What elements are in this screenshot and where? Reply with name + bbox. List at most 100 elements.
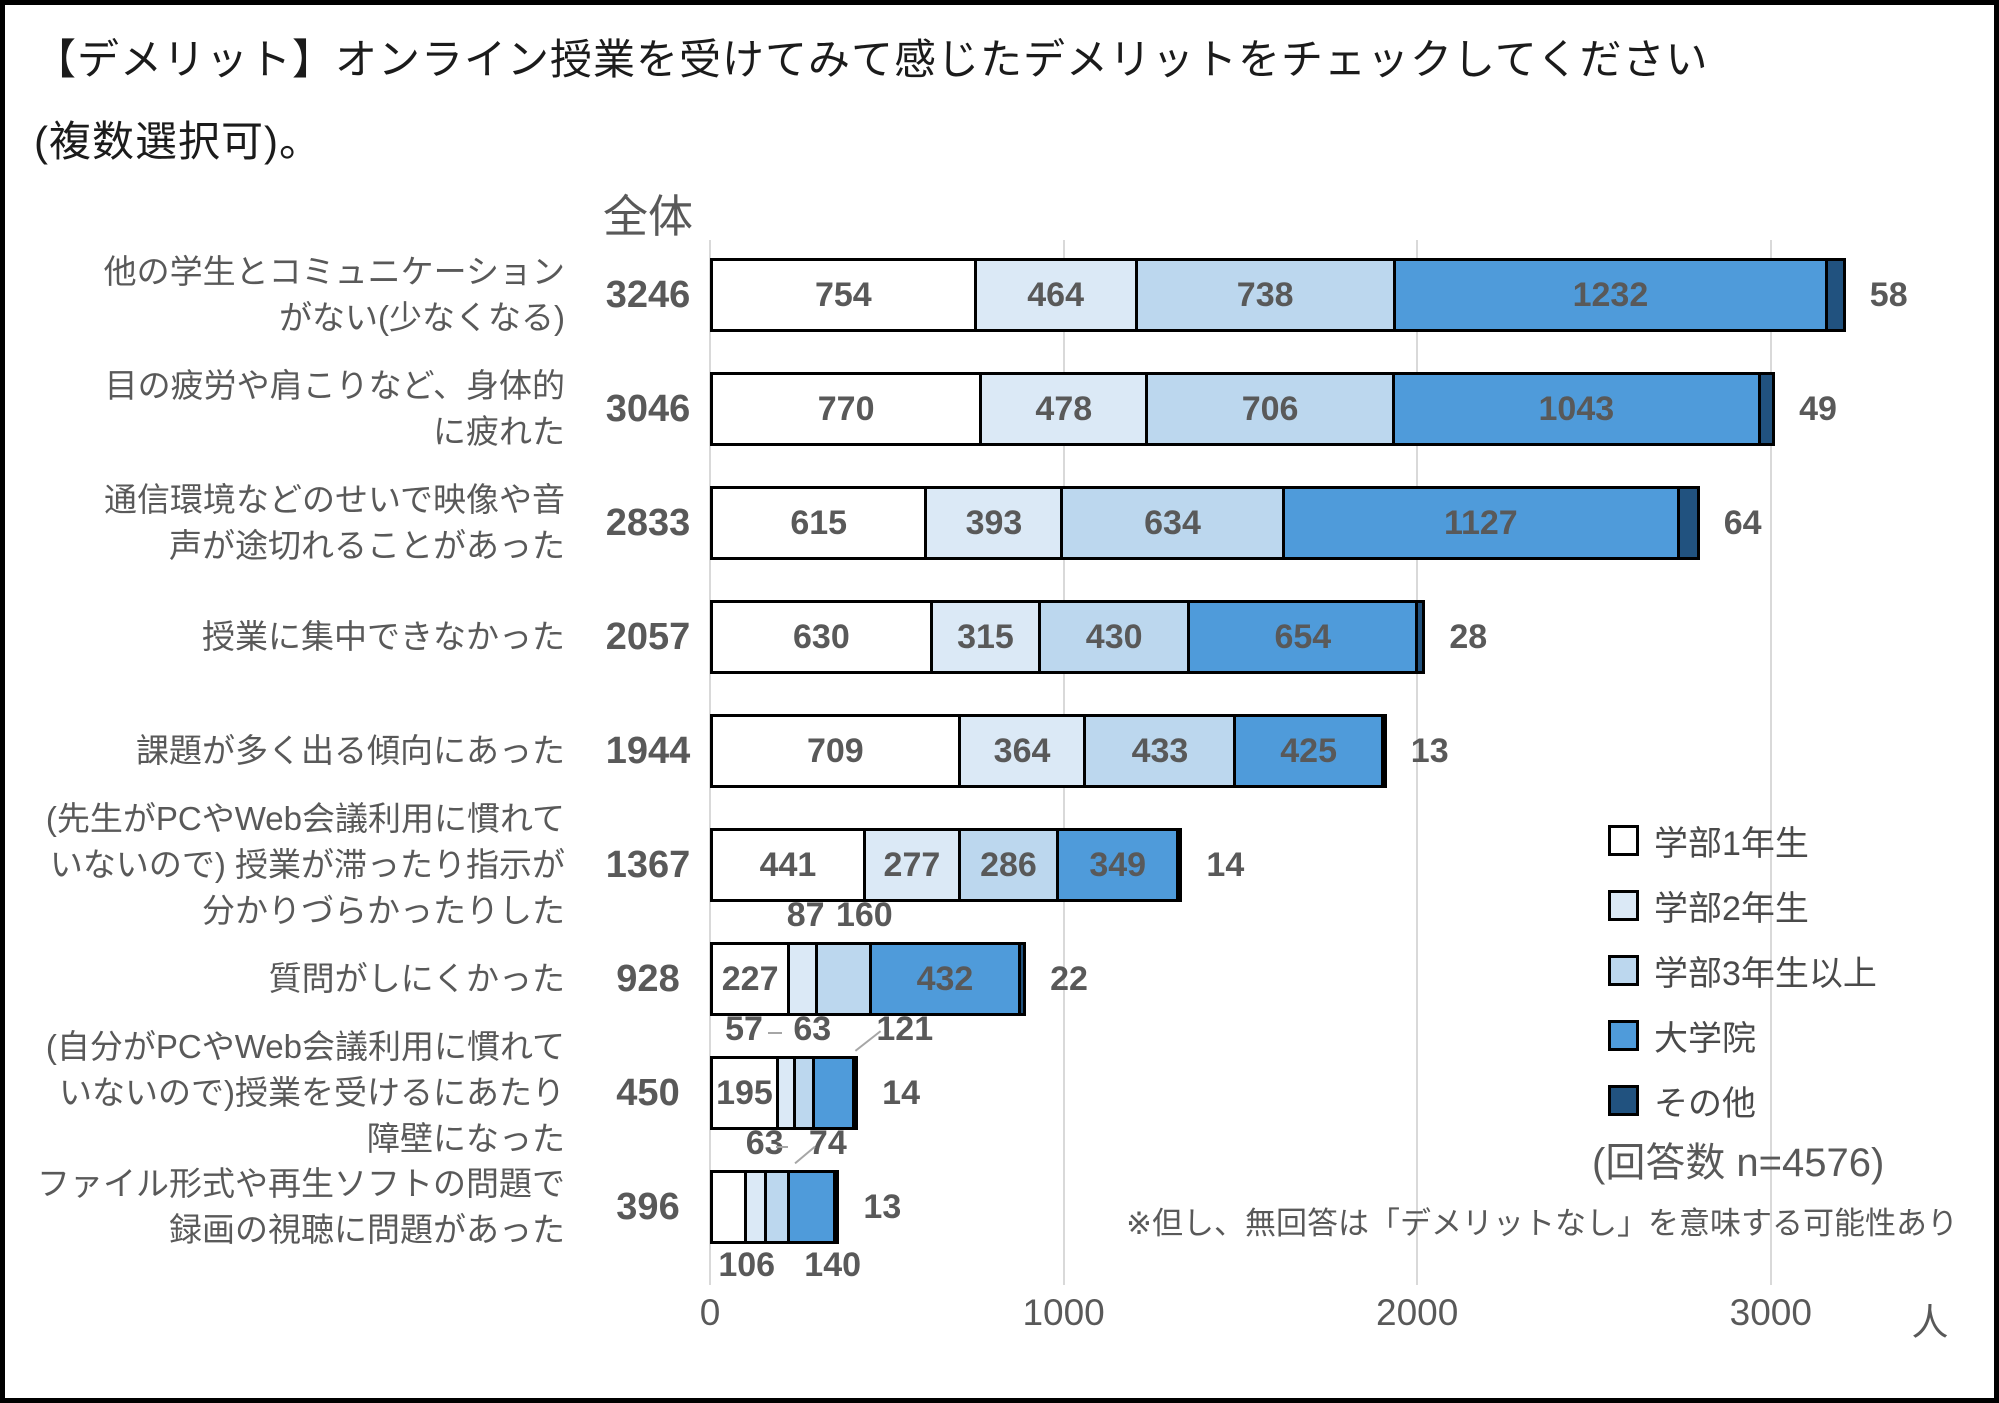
row-total-value: 396 [616,1185,680,1228]
chart-row: 目の疲労や肩こりなど、身体的 に疲れた 3046 770 478 706 1043 49 [0,352,1999,466]
bar-segment-5 [852,1056,859,1130]
segment-value: 227 [721,959,779,998]
bar-segment-5 [833,1170,840,1244]
segment-value: 630 [793,617,850,656]
category-label: (自分がPCやWeb会議利用に慣れて いないので)授業を受けるにあたり 障壁になった [20,1024,565,1162]
bar-segment-5 [1415,600,1426,674]
segment-value-above: 121 [876,1010,934,1048]
bar-segment-3 [815,942,872,1016]
category-label-line: 授業に集中できなかった [202,618,565,655]
category-label: 目の疲労や肩こりなど、身体的 に疲れた [20,363,565,455]
segment-value: 433 [1131,731,1189,770]
bar-segment-4: 425 [1233,714,1384,788]
segment-value: 432 [916,959,974,998]
bar-segment-4: 1232 [1392,258,1829,332]
category-label-line: 課題が多く出る傾向にあった [136,732,565,769]
stacked-bar: 754 464 738 1232 [710,258,1846,332]
category-label: (先生がPCやWeb会議利用に慣れて いないので) 授業が滞ったり指示が 分かりづら… [20,796,565,934]
row-total-value: 2833 [605,501,691,544]
x-axis-tick-label: 3000 [1729,1292,1812,1333]
x-axis-unit-label: 人 [1911,1302,1949,1343]
chart-row: 通信環境などのせいで映像や音 声が途切れることがあった 2833 615 393 634 1… [0,466,1999,580]
segment-value-right: 58 [1869,275,1908,314]
segment-value-right: 22 [1050,959,1088,998]
segment-value: 441 [759,845,817,884]
bar-segment-2: 315 [929,600,1042,674]
category-label: ファイル形式や再生ソフトの問題で 録画の視聴に問題があった [20,1161,565,1253]
stacked-bar: 709 364 433 425 [710,714,1387,788]
row-total-value: 1367 [605,843,691,886]
bar-segment-1: 227 [710,942,791,1016]
bar-segment-3: 738 [1134,258,1396,332]
segment-value: 195 [716,1073,773,1112]
segment-value-above: 63 [745,1124,784,1162]
stacked-bar [710,1170,840,1244]
segment-value: 706 [1241,389,1299,428]
bar-segment-2: 393 [924,486,1064,560]
stacked-bar: 615 393 634 1127 [710,486,1700,560]
total-column-header: 全体 [602,191,693,242]
legend-key-swatch [1608,1019,1639,1051]
bar-segment-1: 754 [710,258,977,332]
legend-item-label: 学部1年生 [1654,824,1809,863]
bar-segment-5 [1176,828,1183,902]
row-total-value: 3046 [605,387,691,430]
bar-segment-2 [787,942,819,1016]
segment-value: 464 [1027,275,1084,314]
legend-key-swatch [1608,954,1639,986]
chart-title: 【デメリット】オンライン授業を受けてみて感じたデメリットをチェックしてください [34,36,1709,83]
segment-value: 1232 [1572,275,1649,314]
segment-value-right: 14 [1206,845,1245,884]
stacked-bar: 227 432 [710,942,1027,1016]
legend-key-swatch [1608,824,1639,856]
category-label-line: いないので)授業を受けるにあたり [59,1074,565,1111]
segment-value-right: 28 [1449,617,1488,656]
category-label: 課題が多く出る傾向にあった [20,728,565,774]
segment-value: 277 [883,845,941,884]
bar-segment-2: 464 [973,258,1138,332]
segment-value-right: 13 [863,1187,902,1226]
bar-segment-2: 478 [979,372,1149,446]
chart-row: ファイル形式や再生ソフトの問題で 録画の視聴に問題があった 396 106 63 74 14… [0,1124,1999,1284]
segment-value: 430 [1085,617,1143,656]
category-label: 他の学生とコミュニケーション がない(少なくなる) [20,249,565,341]
category-label: 通信環境などのせいで映像や音 声が途切れることがあった [20,477,565,569]
segment-value-right: 64 [1723,503,1762,542]
legend-key-swatch [1608,889,1639,921]
label-leader-line [768,1032,782,1034]
legend-item: 学部1年生 [1608,818,1809,863]
segment-value-right: 49 [1799,389,1837,428]
stacked-bar: 770 478 706 1043 [710,372,1776,446]
chart-row: 授業に集中できなかった 2057 630 315 430 654 28 [0,580,1999,694]
segment-value: 349 [1089,845,1147,884]
legend-item-label: 学部2年生 [1654,889,1809,928]
chart-row: (先生がPCやWeb会議利用に慣れて いないので) 授業が滞ったり指示が 分かりづら… [0,800,1999,929]
x-axis-tick-label: 0 [699,1292,721,1333]
segment-value: 286 [980,845,1037,884]
bar-segment-1: 630 [710,600,933,674]
gridline [1769,240,1772,1285]
segment-value-right: 14 [882,1073,920,1112]
category-label-line: いないので) 授業が滞ったり指示が [49,846,565,883]
chart-row: 課題が多く出る傾向にあった 1944 709 364 433 425 13 [0,694,1999,808]
stacked-bar: 195 [710,1056,859,1130]
bar-segment-2: 364 [957,714,1087,788]
legend-key-swatch [1608,1084,1639,1116]
chart-row: (自分がPCやWeb会議利用に慣れて いないので)授業を受けるにあたり 障壁になった… [0,1010,1999,1157]
segment-value: 478 [1035,389,1093,428]
segment-value-below: 106 [718,1246,776,1284]
category-label-line: ファイル形式や再生ソフトの問題で [37,1165,565,1202]
bar-segment-4: 654 [1187,600,1419,674]
segment-value-above: 63 [793,1010,832,1048]
category-label: 授業に集中できなかった [20,614,565,660]
segment-value: 738 [1236,275,1294,314]
segment-value-above: 57 [725,1010,763,1048]
segment-value: 1127 [1443,503,1518,542]
bar-segment-5 [1018,942,1027,1016]
segment-value: 654 [1274,617,1332,656]
category-label-line: (先生がPCやWeb会議利用に慣れて [45,800,565,837]
response-count-note: (回答数 n=4576) [1592,1141,1885,1185]
segment-value-below: 140 [804,1246,862,1284]
stacked-bar: 441 277 286 349 [710,828,1183,902]
category-label-line: に疲れた [433,413,565,450]
